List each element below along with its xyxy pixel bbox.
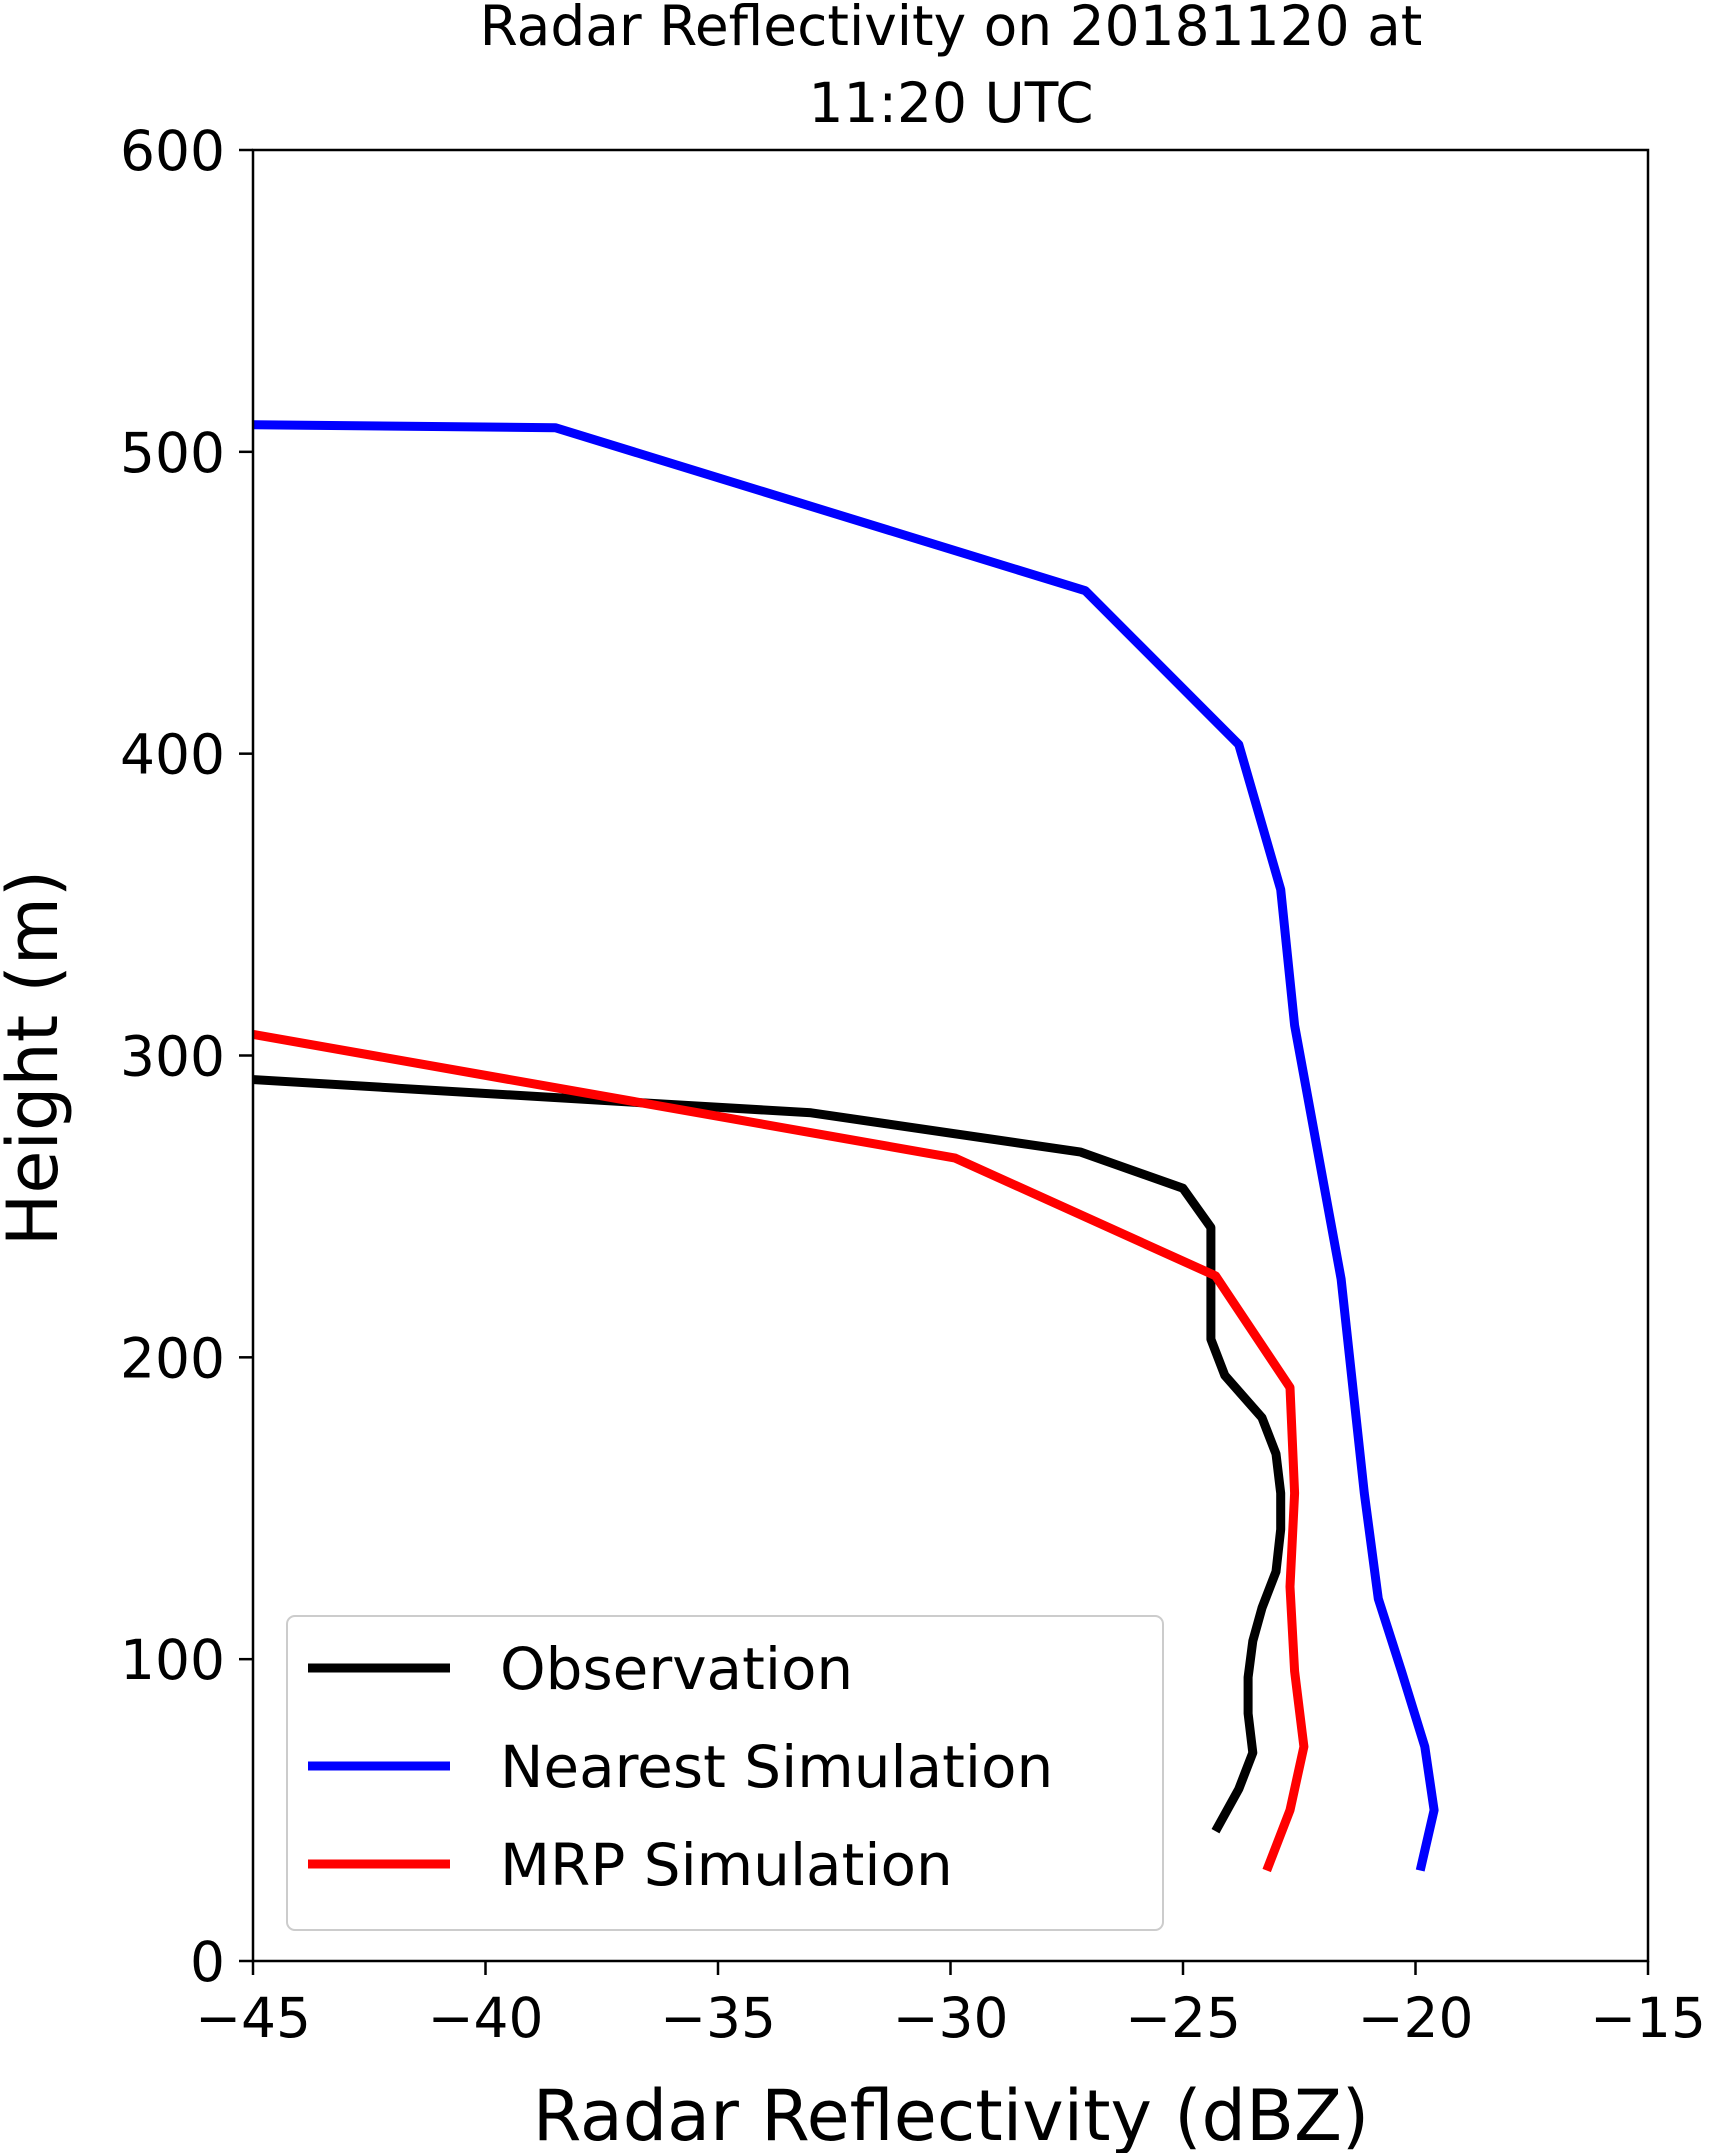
x-tick-label: −35 (660, 1986, 776, 2050)
y-tick-label: 300 (120, 1025, 225, 1089)
x-tick-label: −25 (1125, 1986, 1241, 2050)
y-tick-label: 400 (120, 723, 225, 787)
legend-box (286, 1615, 1164, 1931)
chart-title: Radar Reflectivity on 20181120 at 11:20 … (480, 0, 1423, 135)
legend-label-mrp-simulation: MRP Simulation (500, 1831, 953, 1899)
legend-label-nearest-simulation: Nearest Simulation (500, 1733, 1053, 1801)
legend-item-nearest-simulation: Nearest Simulation (308, 1733, 1053, 1801)
x-tick-label: −15 (1590, 1986, 1706, 2050)
y-axis-ticks: 0 100 200 300 400 500 600 (120, 119, 253, 1994)
y-tick-label: 0 (190, 1930, 225, 1994)
legend-item-observation: Observation (308, 1635, 853, 1703)
x-axis-ticks: −45 −40 −35 −30 −25 −20 −15 (195, 1961, 1706, 2050)
x-axis-label: Radar Reflectivity (dBZ) (533, 2075, 1369, 2153)
series-line-mrp-simulation (252, 1029, 1309, 1873)
y-tick-label: 100 (120, 1628, 225, 1692)
series-line-nearest-simulation (252, 420, 1439, 1872)
y-tick-label: 600 (120, 119, 225, 183)
x-tick-label: −45 (195, 1986, 311, 2050)
x-tick-label: −20 (1357, 1986, 1473, 2050)
legend-item-mrp-simulation: MRP Simulation (308, 1831, 953, 1899)
plot-lines (252, 420, 1439, 1873)
y-axis-label: Height (m) (0, 870, 74, 1246)
chart-title-line-2: 11:20 UTC (808, 71, 1093, 135)
legend: Observation Nearest Simulation MRP Simul… (286, 1615, 1164, 1931)
x-tick-label: −30 (892, 1986, 1008, 2050)
y-tick-label: 500 (120, 421, 225, 485)
legend-label-observation: Observation (500, 1635, 853, 1703)
chart-title-line-1: Radar Reflectivity on 20181120 at (480, 0, 1423, 58)
x-tick-label: −40 (427, 1986, 543, 2050)
y-tick-label: 200 (120, 1326, 225, 1390)
series-line-observation (252, 1075, 1286, 1834)
